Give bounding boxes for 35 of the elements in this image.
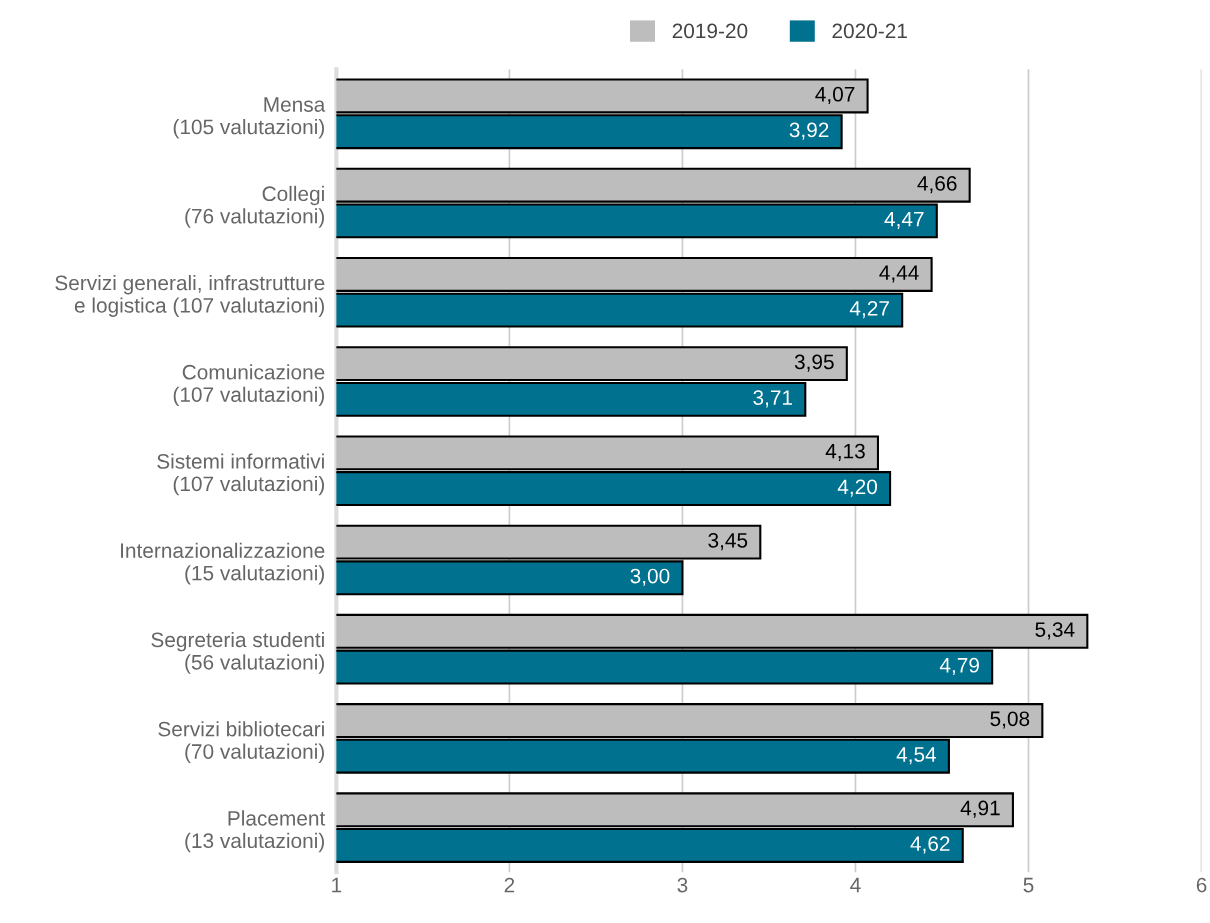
y-tick-label: Segreteria studenti (56 valutazioni) [151,631,324,674]
x-tick-label: 1 [332,877,342,893]
data-label: 4,62 [910,836,950,854]
data-label: 3,92 [789,122,829,140]
data-label: 5,34 [1035,622,1075,640]
data-label: 4,91 [960,800,1000,818]
x-tick-label: 3 [677,877,688,893]
y-tick-label: Servizi bibliotecari (70 valutazioni) [158,721,324,763]
y-tick-label: Mensa (105 valutazioni) [173,97,326,139]
data-label: 3,45 [708,532,748,551]
data-label: 4,54 [896,747,937,765]
y-tick-label: Collegi (76 valutazioni) [185,185,324,228]
y-tick-label: Servizi generali, infrastrutture e logistica (107 valutazioni) [55,275,325,317]
y-tick-label: Comunicazione (107 valutazioni) [173,364,325,407]
data-label: 5,08 [990,711,1030,729]
data-label: 3,95 [794,354,834,372]
x-tick-label: 6 [1196,877,1207,893]
data-label: 4,44 [879,265,919,283]
x-tick-label: 5 [1023,877,1034,893]
legend-label: 2020-21 [832,23,907,39]
x-tick-label: 2 [504,877,515,893]
data-label: 3,00 [630,568,670,586]
y-tick-label: Placement (13 valutazioni) [185,810,326,853]
data-label: 4,66 [917,176,957,194]
legend-label: 2019-20 [672,23,748,39]
data-label: 4,07 [815,86,855,105]
data-label: 4,79 [939,657,979,676]
data-label: 4,47 [884,211,924,229]
data-label: 4,13 [825,443,865,461]
data-label: 4,27 [849,300,889,319]
data-label: 4,20 [837,479,878,497]
y-tick-label: Internazionalizzazione (15 valutazioni) [121,542,325,585]
x-tick-label: 4 [850,877,861,893]
data-label: 3,71 [753,390,793,408]
y-tick-label: Sistemi informativi (107 valutazioni) [157,453,324,496]
